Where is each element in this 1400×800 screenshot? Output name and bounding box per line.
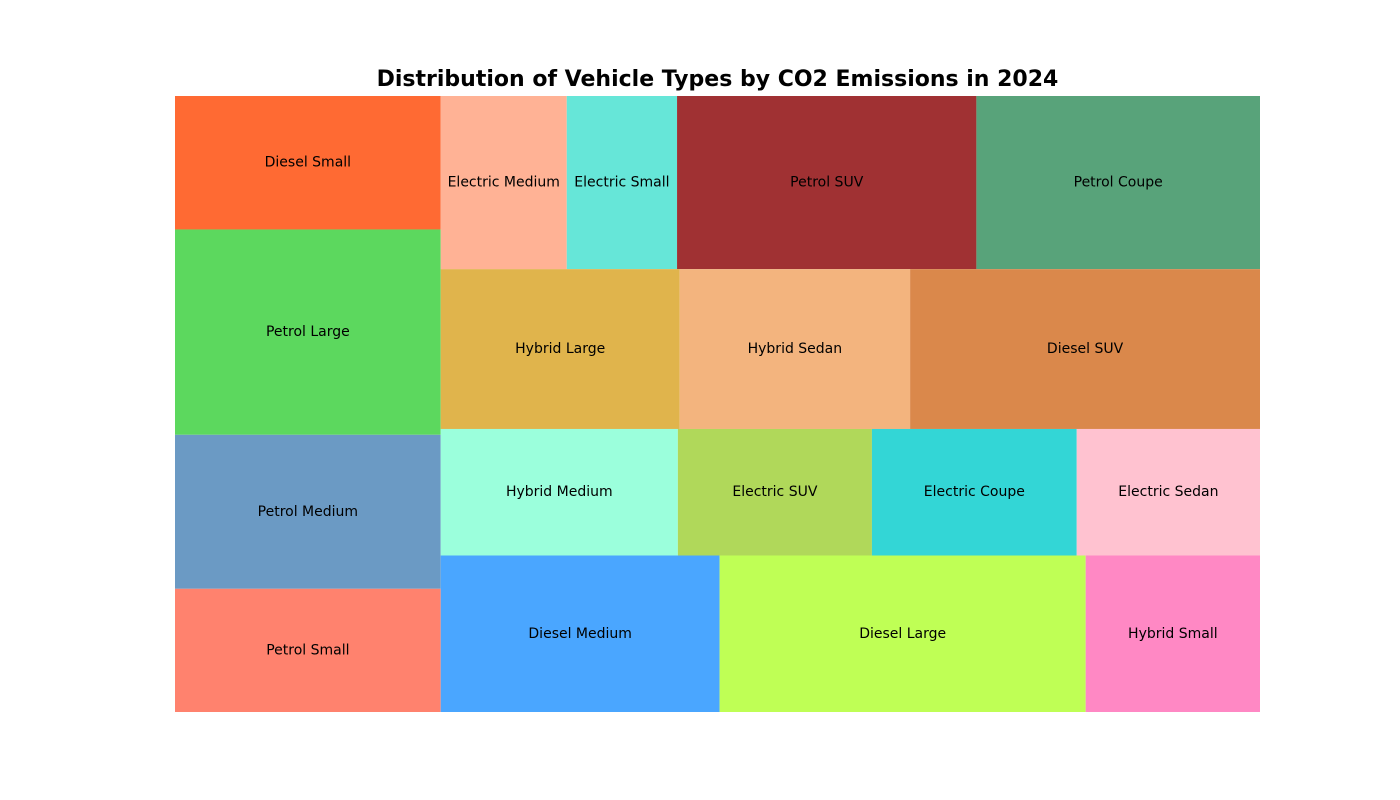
tile-rect-electric-coupe [871, 428, 1077, 556]
tile-rect-hybrid-sedan [679, 269, 911, 429]
tile-label-electric-medium: Electric Medium [448, 175, 560, 191]
tile-hybrid-small: Hybrid Small [1085, 555, 1260, 712]
tile-label-petrol-coupe: Petrol Coupe [1074, 175, 1163, 191]
tile-rect-hybrid-small [1085, 555, 1260, 712]
tile-petrol-small: Petrol Small [175, 588, 441, 712]
tile-label-hybrid-sedan: Hybrid Sedan [748, 341, 843, 357]
tile-rect-hybrid-medium [440, 428, 678, 556]
tile-label-diesel-medium: Diesel Medium [528, 626, 632, 642]
tile-label-electric-coupe: Electric Coupe [924, 484, 1025, 500]
tile-rect-electric-medium [440, 96, 567, 270]
tile-label-petrol-small: Petrol Small [266, 642, 349, 658]
tile-petrol-large: Petrol Large [175, 229, 441, 435]
tile-label-diesel-small: Diesel Small [265, 155, 351, 171]
tile-diesel-suv: Diesel SUV [910, 269, 1260, 429]
tile-rect-electric-small [566, 96, 678, 270]
tile-petrol-medium: Petrol Medium [175, 434, 441, 589]
tile-label-diesel-large: Diesel Large [859, 626, 946, 642]
tile-label-petrol-suv: Petrol SUV [790, 175, 864, 191]
tile-hybrid-large: Hybrid Large [440, 269, 680, 429]
chart-title: Distribution of Vehicle Types by CO2 Emi… [376, 67, 1059, 92]
tile-rect-diesel-suv [910, 269, 1260, 429]
tile-diesel-small: Diesel Small [175, 96, 441, 230]
tile-rect-petrol-large [175, 229, 441, 435]
tile-label-electric-suv: Electric SUV [732, 484, 817, 500]
tile-rect-petrol-suv [677, 96, 977, 270]
tile-label-electric-small: Electric Small [574, 175, 669, 191]
tile-label-electric-sedan: Electric Sedan [1118, 484, 1218, 500]
tile-rect-electric-suv [677, 428, 872, 556]
tile-diesel-large: Diesel Large [719, 555, 1086, 712]
tile-rect-electric-sedan [1076, 428, 1260, 556]
tile-hybrid-medium: Hybrid Medium [440, 428, 678, 556]
tile-label-hybrid-medium: Hybrid Medium [506, 484, 613, 500]
tile-rect-diesel-medium [440, 555, 720, 712]
tile-hybrid-sedan: Hybrid Sedan [679, 269, 911, 429]
tile-rect-hybrid-large [440, 269, 680, 429]
tile-label-hybrid-large: Hybrid Large [515, 341, 605, 357]
tile-label-diesel-suv: Diesel SUV [1047, 341, 1124, 357]
tile-petrol-suv: Petrol SUV [677, 96, 977, 270]
tile-electric-coupe: Electric Coupe [871, 428, 1077, 556]
tile-electric-medium: Electric Medium [440, 96, 567, 270]
tile-electric-small: Electric Small [566, 96, 678, 270]
tile-rect-petrol-coupe [976, 96, 1260, 270]
tile-rect-diesel-large [719, 555, 1086, 712]
tile-diesel-medium: Diesel Medium [440, 555, 720, 712]
tile-label-petrol-large: Petrol Large [266, 324, 350, 340]
tile-label-petrol-medium: Petrol Medium [258, 504, 358, 520]
tile-label-hybrid-small: Hybrid Small [1128, 626, 1218, 642]
tile-rect-petrol-small [175, 588, 441, 712]
tile-petrol-coupe: Petrol Coupe [976, 96, 1260, 270]
tile-rect-diesel-small [175, 96, 441, 230]
tile-electric-suv: Electric SUV [677, 428, 872, 556]
tile-electric-sedan: Electric Sedan [1076, 428, 1260, 556]
tile-rect-petrol-medium [175, 434, 441, 589]
